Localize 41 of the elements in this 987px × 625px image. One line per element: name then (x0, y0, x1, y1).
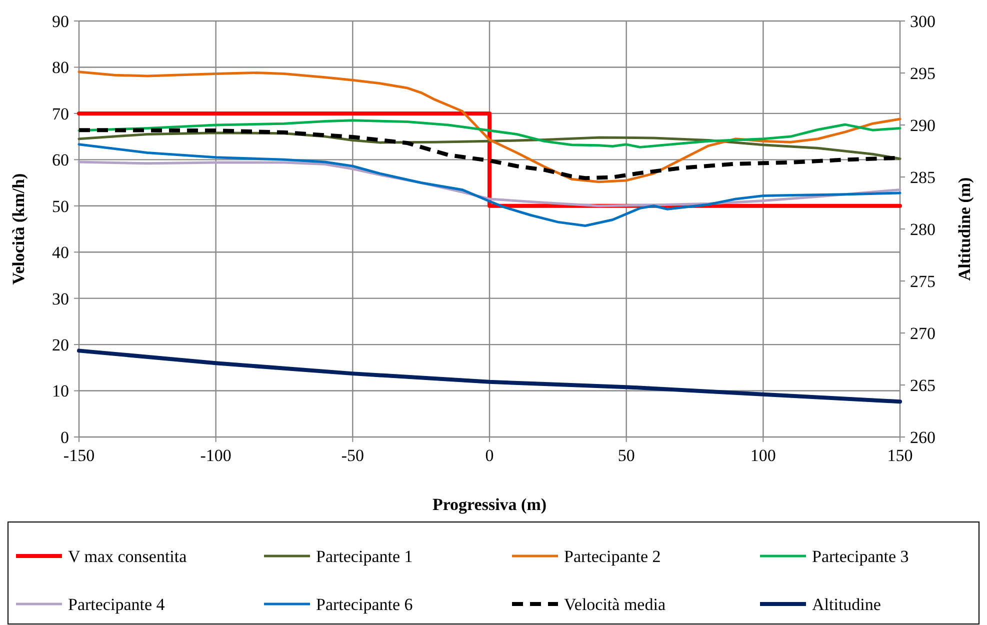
y2-tick-label: 260 (910, 428, 936, 447)
legend-label: Partecipante 4 (68, 594, 166, 614)
legend-label: Altitudine (812, 594, 881, 614)
y-tick-label: 0 (60, 428, 69, 447)
y2-tick-label: 300 (910, 12, 936, 31)
x-axis-title: Progressiva (m) (432, 495, 547, 514)
y2-tick-label: 275 (910, 272, 936, 291)
y-tick-label: 20 (52, 336, 69, 355)
y2-axis-title: Altitudine (m) (955, 177, 974, 281)
y2-tick-label: 265 (910, 376, 936, 395)
x-tick-label: -150 (63, 446, 95, 465)
y-tick-label: 60 (52, 150, 69, 170)
line-series (78, 70, 902, 184)
legend-label: Partecipante 6 (316, 594, 413, 614)
legend-label: Velocità media (564, 594, 666, 614)
x-tick-label: 150 (887, 446, 913, 465)
legend-label: Partecipante 2 (564, 546, 661, 566)
y-tick-label: 80 (52, 58, 69, 78)
y-tick-label: 30 (52, 289, 69, 308)
y2-tick-label: 285 (910, 168, 936, 187)
legend-label: V max consentita (68, 546, 188, 566)
y2-tick-label: 270 (910, 324, 936, 343)
legend-label: Partecipante 1 (316, 546, 413, 566)
y-tick-label: 90 (52, 12, 69, 31)
y-tick-label: 70 (52, 104, 69, 124)
line-series (77, 348, 902, 404)
y-tick-label: 40 (52, 243, 69, 262)
line-series (78, 119, 902, 148)
x-tick-label: -100 (200, 446, 232, 465)
y2-tick-label: 280 (910, 220, 936, 239)
x-tick-label: 100 (750, 446, 776, 465)
x-tick-label: 0 (485, 446, 494, 465)
line-series (78, 143, 902, 228)
y-axis-title: Velocità (km/h) (9, 173, 28, 285)
legend-label: Partecipante 3 (812, 546, 909, 566)
y2-tick-label: 290 (910, 116, 936, 135)
x-tick-label: -50 (341, 446, 364, 465)
y-tick-label: 50 (52, 196, 69, 216)
y2-tick-label: 295 (910, 64, 936, 83)
y-tick-label: 10 (52, 382, 69, 401)
x-tick-label: 50 (618, 446, 635, 465)
